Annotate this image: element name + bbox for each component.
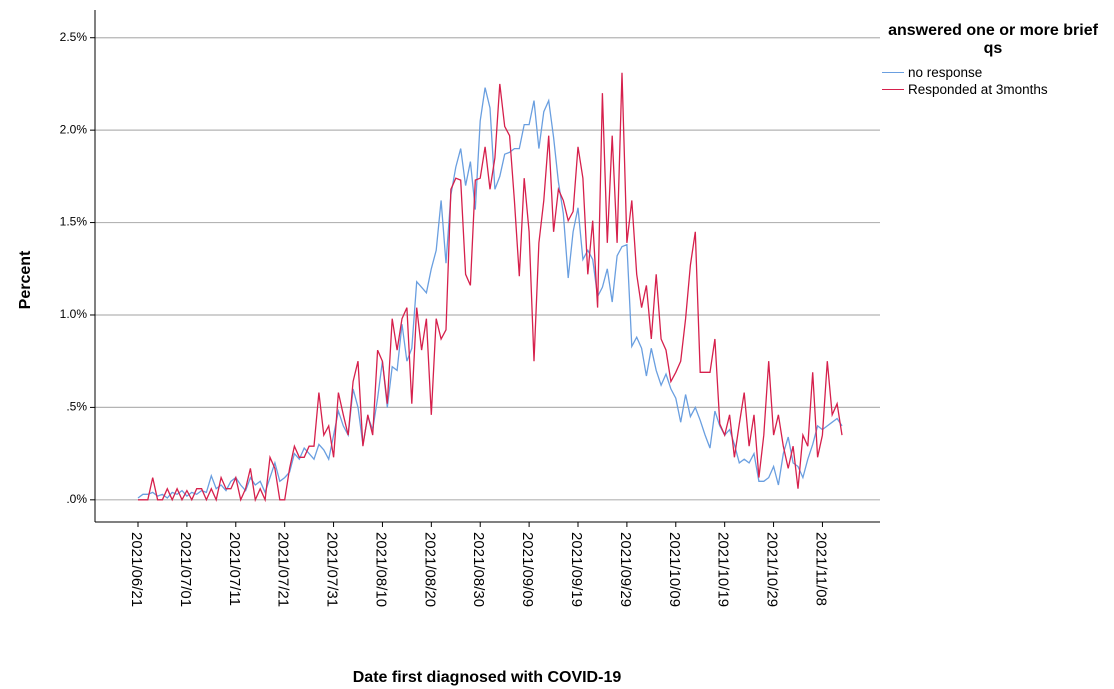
x-tick-label: 2021/09/19 xyxy=(568,532,585,607)
x-tick-label: 2021/07/31 xyxy=(324,532,341,607)
y-tick-label: 2.0% xyxy=(60,122,88,136)
legend-swatch xyxy=(882,72,904,73)
y-tick-label: 2.5% xyxy=(60,30,88,44)
legend-item: no response xyxy=(882,64,1104,81)
legend: answered one or more brief qs no respons… xyxy=(882,22,1104,98)
legend-title: answered one or more brief qs xyxy=(888,22,1098,57)
x-tick-label: 2021/06/21 xyxy=(128,532,145,607)
x-tick-label: 2021/09/09 xyxy=(519,532,536,607)
legend-swatch xyxy=(882,89,904,90)
x-tick-label: 2021/10/19 xyxy=(715,532,732,607)
y-axis-title: Percent xyxy=(17,250,34,309)
x-tick-label: 2021/07/21 xyxy=(275,532,292,607)
series-line xyxy=(138,72,843,503)
x-axis-title: Date first diagnosed with COVID-19 xyxy=(353,669,622,686)
x-tick-label: 2021/08/20 xyxy=(421,532,438,607)
x-tick-label: 2021/11/08 xyxy=(812,532,829,606)
series-line xyxy=(137,87,843,499)
legend-label: Responded at 3months xyxy=(908,82,1048,97)
x-tick-label: 2021/07/11 xyxy=(226,532,243,606)
x-tick-label: 2021/07/01 xyxy=(177,532,194,607)
y-tick-label: 1.5% xyxy=(60,215,88,229)
x-tick-label: 2021/08/10 xyxy=(372,532,389,607)
x-tick-label: 2021/10/09 xyxy=(666,532,683,607)
x-tick-label: 2021/08/30 xyxy=(470,532,487,607)
y-tick-label: .5% xyxy=(66,400,87,414)
legend-label: no response xyxy=(908,65,983,80)
legend-item: Responded at 3months xyxy=(882,81,1104,98)
y-tick-label: .0% xyxy=(66,492,87,506)
x-tick-label: 2021/10/29 xyxy=(764,532,781,607)
x-tick-label: 2021/09/29 xyxy=(617,532,634,607)
y-tick-label: 1.0% xyxy=(60,307,88,321)
